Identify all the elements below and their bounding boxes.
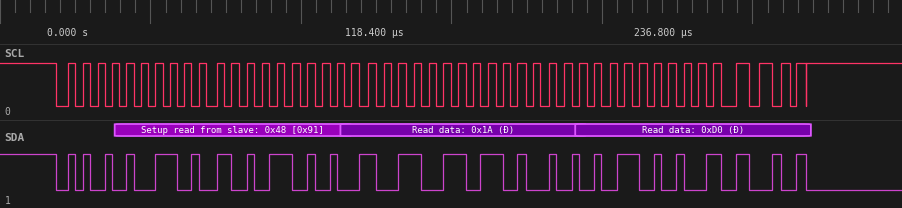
- Text: SCL: SCL: [5, 50, 24, 59]
- Text: Read data: 0xD0 (Ð): Read data: 0xD0 (Ð): [641, 125, 743, 135]
- Text: 0: 0: [5, 107, 11, 117]
- Text: 1: 1: [5, 196, 11, 206]
- Text: 236.800 μs: 236.800 μs: [633, 28, 693, 38]
- FancyBboxPatch shape: [340, 124, 584, 136]
- Text: 118.400 μs: 118.400 μs: [345, 28, 404, 38]
- Text: SDA: SDA: [5, 133, 24, 143]
- Text: Setup read from slave: 0x48 [0x91]: Setup read from slave: 0x48 [0x91]: [141, 125, 324, 135]
- FancyBboxPatch shape: [575, 124, 810, 136]
- FancyBboxPatch shape: [115, 124, 350, 136]
- Text: Read data: 0x1A (Ð): Read data: 0x1A (Ð): [411, 125, 513, 135]
- Text: 0.000 s: 0.000 s: [47, 28, 88, 38]
